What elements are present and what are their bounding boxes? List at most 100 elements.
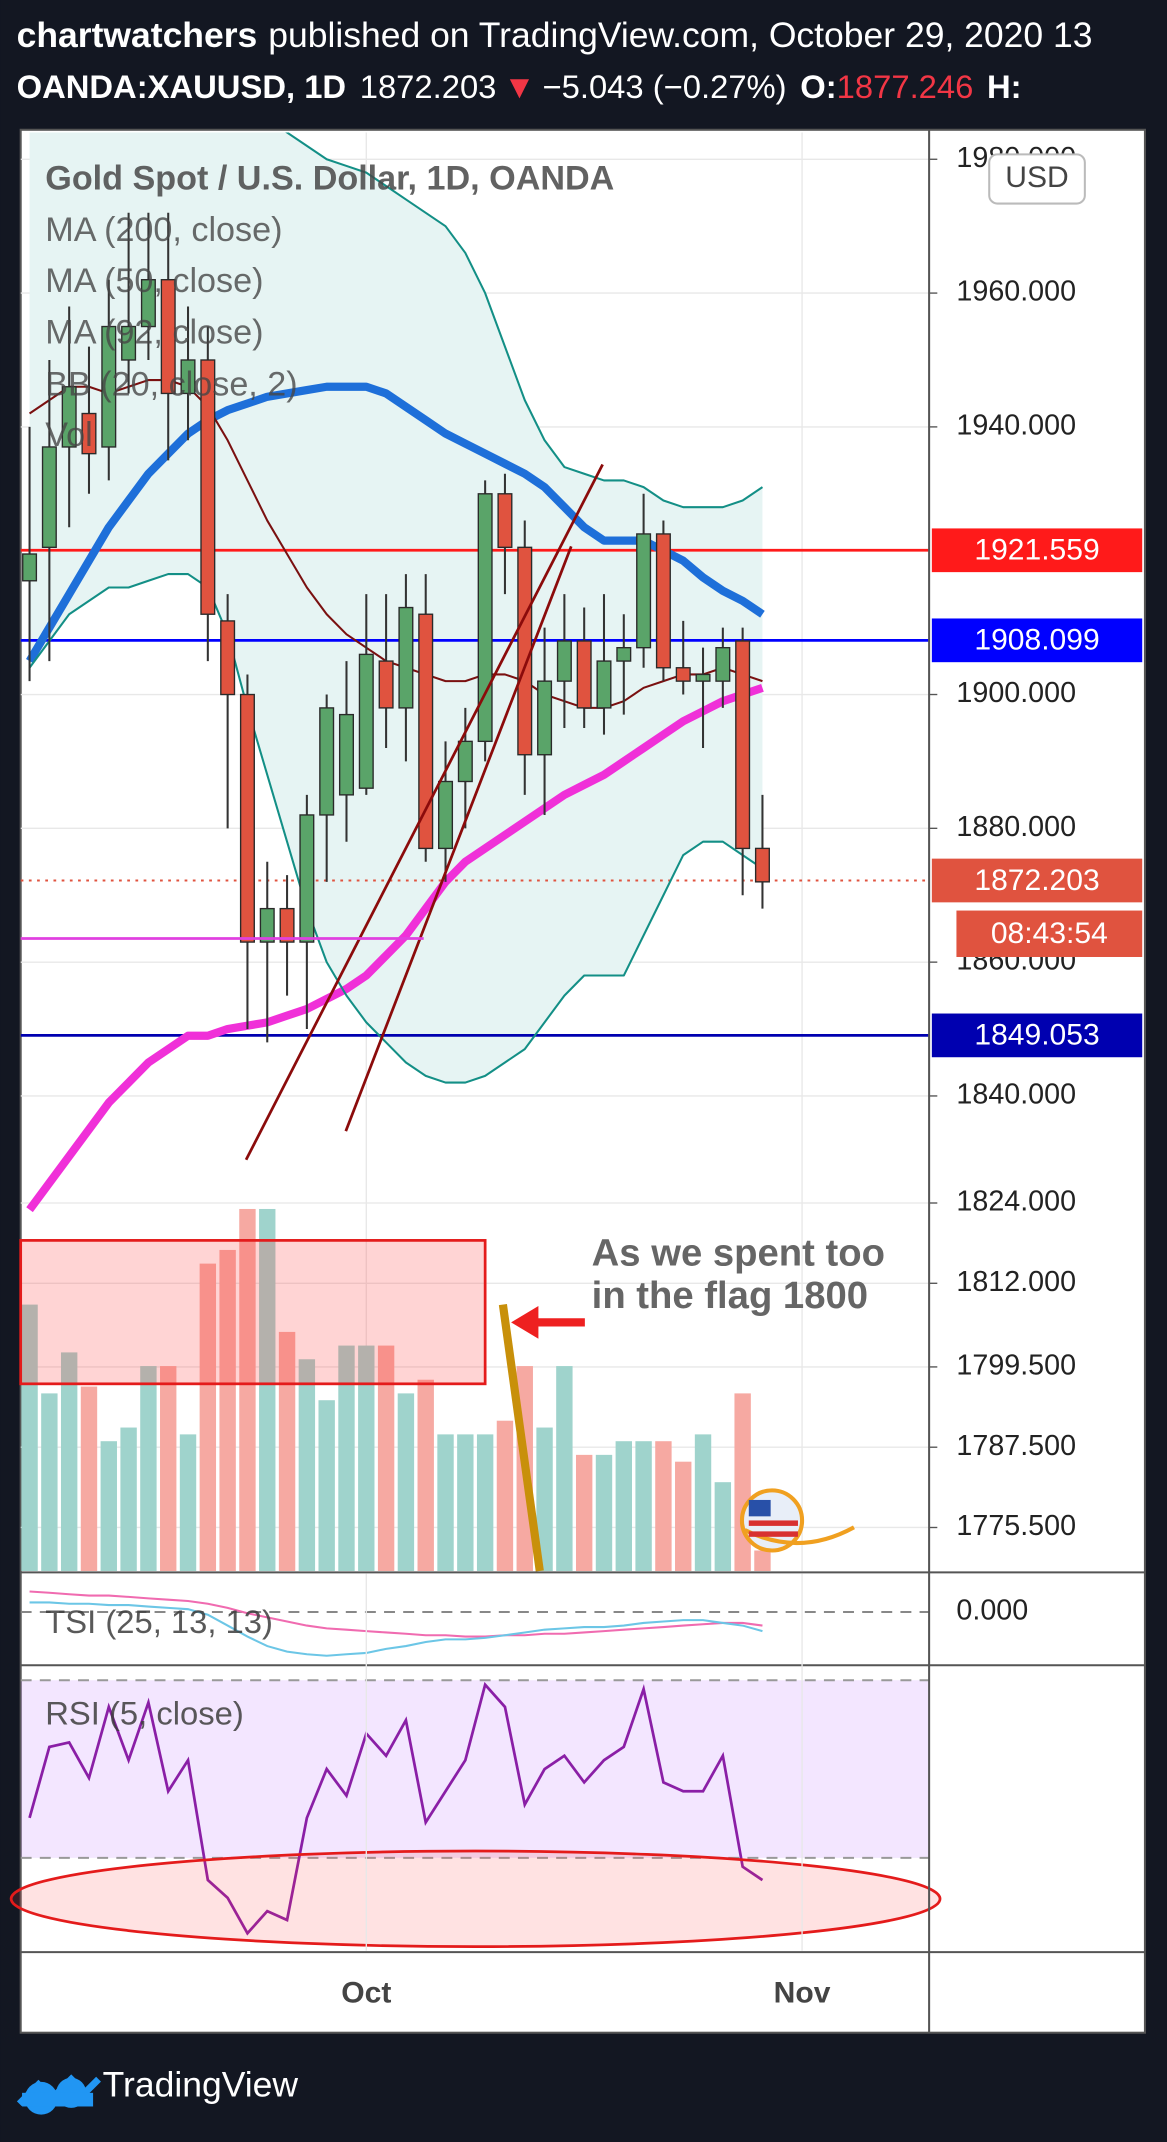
volume-bar <box>41 1393 58 1571</box>
volume-bar <box>199 1263 217 1571</box>
candle-body <box>279 907 295 943</box>
y-tick-label: 1900.000 <box>956 677 1076 709</box>
price-level-box <box>931 528 1143 573</box>
volume-bar <box>160 1366 177 1571</box>
legend-entry: MA (200, close) <box>45 211 282 249</box>
candle-body <box>160 279 176 395</box>
candle-body <box>140 279 156 328</box>
currency-badge <box>988 153 1086 205</box>
legend-entry: MA (92, close) <box>45 314 263 352</box>
y-tick-label: 1880.000 <box>956 811 1076 843</box>
high-label: H: <box>987 67 1022 104</box>
candle-body <box>655 533 671 669</box>
candle-body <box>576 640 592 709</box>
volume-bar <box>338 1345 355 1571</box>
x-tick-label: Nov <box>774 1976 831 2009</box>
flag-icon <box>739 1488 855 1553</box>
candle-body <box>101 325 117 448</box>
y-tick-label: 1824.000 <box>956 1186 1076 1218</box>
candle-body <box>457 740 473 783</box>
legend-entry: Vol <box>45 416 92 454</box>
countdown-box <box>956 910 1143 957</box>
volume-bar <box>675 1461 692 1571</box>
candle-body <box>418 613 434 850</box>
volume-bar <box>397 1393 415 1571</box>
change: −5.043 (−0.27%) <box>543 67 787 104</box>
legend-entry: BB (20, close, 2) <box>45 366 297 404</box>
volume-bar <box>556 1366 573 1571</box>
volume-bar <box>318 1400 335 1571</box>
candle-body <box>41 446 57 549</box>
y-tick-label: 1812.000 <box>956 1266 1076 1298</box>
volume-bar <box>496 1420 514 1571</box>
annotation: As we spent too <box>592 1232 885 1275</box>
y-tick-label: 1960.000 <box>956 276 1076 308</box>
candle-body <box>358 653 374 789</box>
volume-bar <box>615 1441 632 1571</box>
countdown: 08:43:54 <box>991 917 1108 950</box>
candle-body <box>319 707 335 816</box>
candle-body <box>754 847 770 883</box>
header-line-1: chartwatchers published on TradingView.co… <box>17 16 1093 56</box>
y-tick-label: 1775.500 <box>956 1510 1076 1542</box>
volume-bar <box>100 1441 117 1571</box>
volume-bar <box>694 1434 712 1571</box>
candle-body <box>556 640 572 682</box>
legend-entry: MA (50, close) <box>45 262 263 300</box>
brand-logo <box>16 2074 101 2115</box>
candle-body <box>239 693 255 943</box>
rsi-band <box>20 1680 930 1858</box>
tsi-line <box>29 1590 763 1638</box>
volume-bar <box>278 1331 296 1571</box>
candle-body <box>121 325 137 361</box>
x-tick-label: Oct <box>341 1976 391 2009</box>
trend-line <box>344 545 573 1132</box>
candle-body <box>22 553 38 582</box>
indicator-line <box>26 683 764 1213</box>
volume-bar <box>754 1550 771 1571</box>
rsi-line <box>28 1681 764 1936</box>
volume-bar <box>259 1208 276 1571</box>
candle-body <box>537 680 553 756</box>
price-level-label: 1921.559 <box>974 534 1099 567</box>
candle-body <box>398 606 414 709</box>
volume-bar <box>239 1208 256 1571</box>
candle-body <box>81 412 97 455</box>
chart-title: Gold Spot / U.S. Dollar, 1D, OANDA <box>45 159 614 197</box>
tsi-label: TSI (25, 13, 13) <box>45 1603 273 1640</box>
candle-body <box>636 533 652 649</box>
open-price: 1877.246 <box>837 67 974 104</box>
y-tick-label: 1940.000 <box>956 409 1076 441</box>
brand-name: TradingView <box>103 2065 299 2105</box>
published: published on TradingView.com, October 29… <box>268 16 1092 56</box>
symbol: OANDA:XAUUSD, 1D <box>17 67 347 104</box>
price-level-box <box>931 858 1143 903</box>
marker-line <box>498 1304 544 1572</box>
y-tick-label: 1799.500 <box>956 1349 1076 1381</box>
candle-body <box>596 660 612 709</box>
candle-body <box>259 907 275 943</box>
tsi-tick-label: 0.000 <box>956 1595 1028 1627</box>
volume-bar <box>476 1434 494 1571</box>
header-line-2: OANDA:XAUUSD, 1D 1872.203 ▼ −5.043 (−0.27%)… <box>17 67 1022 104</box>
volume-bar <box>80 1386 98 1571</box>
volume-bar <box>437 1434 454 1571</box>
drawings <box>19 463 855 1572</box>
candle-body <box>695 673 711 682</box>
candle-body <box>180 359 196 395</box>
highlight-ellipse <box>9 1849 942 1949</box>
arrow-head <box>511 1305 539 1339</box>
trend-line <box>244 463 604 1161</box>
candle-body <box>338 713 354 796</box>
candle-body <box>675 667 691 682</box>
volume-bar <box>457 1434 474 1571</box>
price-level-label: 1908.099 <box>974 624 1099 657</box>
volume-bar <box>655 1441 672 1571</box>
candle-body <box>438 780 454 850</box>
volume-bar <box>21 1304 38 1571</box>
open-label: O: <box>800 67 836 104</box>
price-level-box <box>931 618 1143 663</box>
author: chartwatchers <box>17 16 258 56</box>
price-level-label: 1872.203 <box>974 864 1099 897</box>
